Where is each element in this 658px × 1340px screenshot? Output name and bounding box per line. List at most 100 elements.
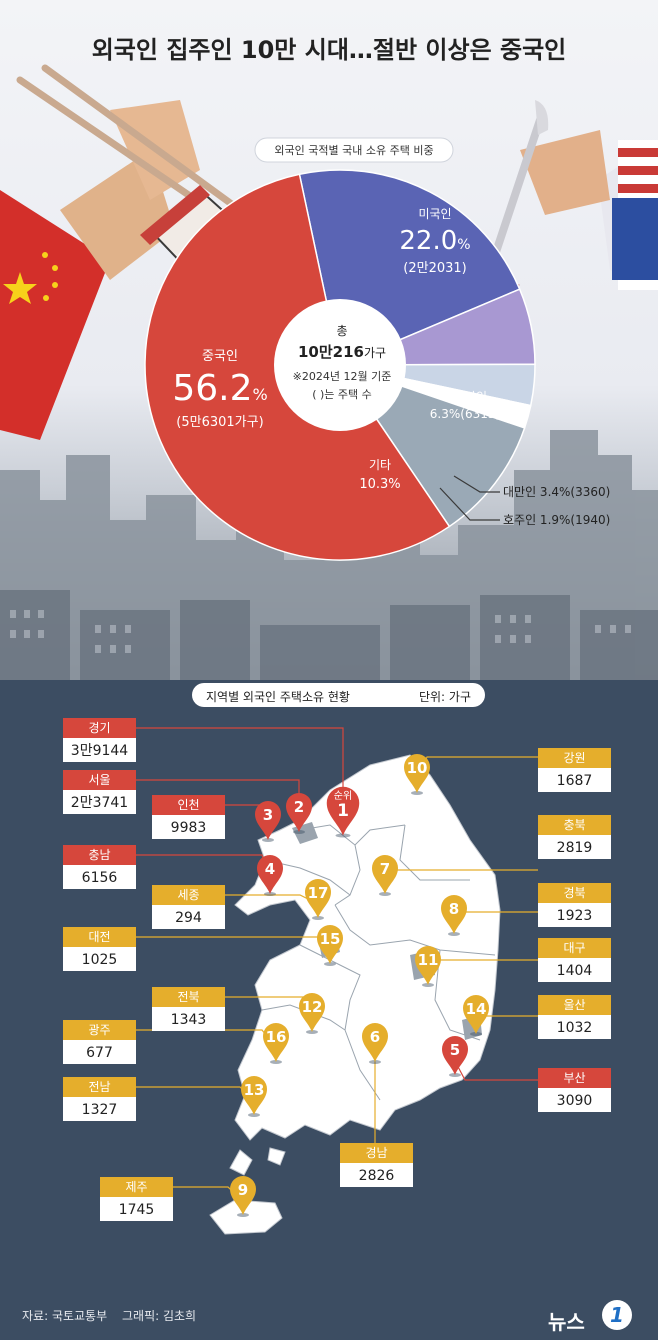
pin-rank-number: 1: [337, 801, 349, 821]
usa-flag-sleeve: [520, 130, 658, 290]
pin-rank-number: 3: [263, 806, 273, 824]
region-name: 전북: [177, 990, 199, 1004]
korea-landmass: [209, 754, 501, 1235]
pin-4: 4: [257, 855, 283, 896]
value-box-13: 전남 1327: [63, 1077, 136, 1121]
region-name: 경기: [88, 721, 110, 735]
region-name: 경북: [563, 886, 585, 900]
value-box-4: 충남 6156: [63, 845, 136, 889]
pin-15: 15: [317, 925, 343, 966]
region-value: 1745: [119, 1202, 155, 1218]
logo-mark: 1: [602, 1300, 632, 1330]
pin-rank-number: 16: [266, 1028, 287, 1046]
pin-rank-number: 2: [294, 798, 304, 816]
region-name: 부산: [563, 1071, 585, 1085]
region-name: 충남: [88, 848, 110, 862]
canada-value: 6.3%(6315): [429, 407, 501, 421]
region-value: 1025: [82, 952, 118, 968]
region-value: 2819: [557, 840, 593, 856]
label-taiwan: 대만인 3.4%(3360): [503, 485, 611, 499]
region-value: 1032: [557, 1020, 593, 1036]
leader-10: [416, 756, 538, 780]
pin-9: 9: [230, 1176, 256, 1217]
news1-logo: 뉴스 1: [548, 1300, 648, 1334]
other-name: 기타: [368, 458, 392, 472]
region-value: 1327: [82, 1102, 118, 1118]
pin-12: 12: [299, 993, 325, 1034]
leader-4: [136, 854, 271, 881]
value-box-8: 경북 1923: [538, 883, 611, 927]
value-box-6: 경남 2826: [340, 1143, 413, 1187]
region-value: 6156: [82, 870, 118, 886]
usa-percent-sign: %: [457, 237, 471, 253]
region-value: 294: [175, 910, 202, 926]
center-total-value: 10만216: [297, 343, 364, 361]
other-percent: 10.3%: [359, 477, 401, 492]
footer-source: 자료: 국토교통부: [22, 1309, 108, 1323]
value-box-11: 대구 1404: [538, 938, 611, 982]
leader-13: [136, 1086, 255, 1102]
china-percent: 56.2: [172, 368, 253, 409]
value-box-5: 부산 3090: [538, 1068, 611, 1112]
usa-count: (2만2031): [403, 261, 467, 276]
pin-rank-word: 순위: [334, 789, 352, 802]
map-header-unit: 단위: 가구: [418, 690, 471, 704]
top-illustration: [0, 64, 658, 700]
region-name: 강원: [563, 751, 585, 765]
region-name: 울산: [563, 998, 585, 1012]
value-box-7: 충북 2819: [538, 815, 611, 859]
china-count: (5만6301가구): [176, 415, 264, 430]
map-header-title: 지역별 외국인 주택소유 현황: [206, 690, 350, 704]
donut-chart: [144, 169, 536, 561]
value-box-9: 제주 1745: [100, 1177, 173, 1221]
usa-percent: 22.0: [399, 226, 458, 256]
region-name: 충북: [563, 818, 585, 832]
label-other: 기타 10.3%: [345, 456, 415, 492]
region-value: 3만9144: [71, 743, 129, 759]
region-name: 세종: [177, 888, 199, 902]
value-box-2: 서울 2만3741: [63, 770, 136, 814]
china-name: 중국인: [202, 349, 238, 364]
region-value: 3090: [557, 1093, 593, 1109]
value-box-10: 강원 1687: [538, 748, 611, 792]
label-australia: 호주인 1.9%(1940): [503, 513, 611, 527]
region-name: 제주: [125, 1180, 147, 1194]
region-name: 인천: [177, 797, 199, 812]
pin-rank-number: 13: [244, 1081, 265, 1099]
region-name: 대구: [563, 941, 585, 955]
region-name: 전남: [88, 1080, 110, 1094]
region-value: 1343: [171, 1012, 207, 1028]
label-usa: 미국인 22.0% (2만2031): [380, 205, 490, 276]
pin-rank-number: 7: [380, 860, 390, 878]
donut-hole: [274, 299, 406, 431]
region-value: 9983: [171, 820, 207, 836]
pin-rank-number: 10: [407, 759, 428, 777]
pin-11: 11: [414, 945, 442, 987]
pin-2: 2: [286, 793, 312, 834]
canada-name: 캐나다인: [442, 390, 488, 404]
region-value: 1923: [557, 908, 593, 924]
value-box-17: 세종 294: [152, 885, 225, 929]
region-value: 677: [86, 1045, 113, 1061]
donut-subtitle-pill: [254, 137, 454, 163]
pin-rank-number: 11: [418, 951, 439, 969]
fork: [486, 100, 549, 274]
value-box-16: 광주 677: [63, 1020, 136, 1064]
map-header-pill: 지역별 외국인 주택소유 현황 단위: 가구: [192, 683, 485, 707]
pin-rank-number: 5: [450, 1041, 460, 1059]
pin-rank-number: 17: [308, 884, 329, 902]
pin-rank-number: 12: [302, 998, 323, 1016]
pin-1: 순위1: [326, 786, 360, 838]
value-box-3: 인천 9983: [152, 795, 225, 839]
pin-7: 7: [372, 855, 398, 896]
pin-14: 14: [463, 995, 489, 1036]
region-value: 1687: [557, 773, 593, 789]
pin-5: 5: [442, 1036, 468, 1077]
donut-subtitle: 외국인 국적별 국내 소유 주택 비중: [274, 144, 434, 157]
pin-10: 10: [404, 754, 430, 795]
value-box-14: 울산 1032: [538, 995, 611, 1039]
leader-1: [136, 727, 344, 816]
pin-rank-number: 9: [238, 1181, 248, 1199]
